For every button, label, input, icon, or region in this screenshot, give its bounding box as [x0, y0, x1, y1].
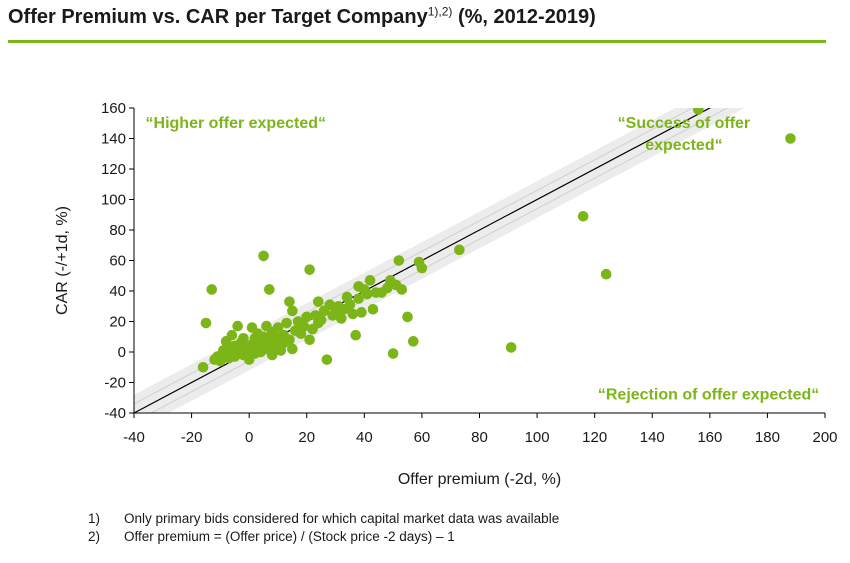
data-point	[393, 255, 405, 266]
data-point	[197, 361, 209, 373]
x-tick-label: 200	[812, 429, 837, 446]
data-point	[272, 322, 284, 333]
footnotes: 1) Only primary bids considered for whic…	[88, 510, 559, 546]
data-point	[505, 342, 517, 353]
y-tick-label: 120	[101, 161, 126, 178]
x-axis-label: Offer premium (-2d, %)	[398, 471, 561, 488]
title-underline	[8, 40, 826, 43]
data-point	[287, 305, 298, 317]
y-tick-label: 80	[109, 222, 126, 239]
data-point	[304, 334, 315, 346]
x-tick-label: 40	[356, 429, 373, 446]
data-point	[387, 348, 399, 359]
annotation-higher: “Higher offer expected“	[146, 115, 326, 132]
data-point	[281, 317, 292, 329]
data-point	[266, 349, 278, 361]
data-point	[301, 311, 313, 323]
data-point	[600, 268, 612, 280]
x-tick-label: 160	[697, 429, 722, 446]
annotation-line: “Higher offer expected“	[146, 115, 326, 132]
y-tick-label: 40	[109, 283, 126, 300]
annotation-success: “Success of offer expected“	[618, 115, 750, 154]
data-point	[238, 332, 249, 344]
data-point	[287, 343, 298, 355]
annotation-rejection: “Rejection of offer expected“	[598, 386, 819, 403]
data-point	[264, 284, 275, 295]
data-point	[356, 307, 367, 318]
band-guide-line	[150, 108, 729, 413]
data-point	[200, 317, 212, 329]
annotation-line: “Rejection of offer expected“	[598, 386, 819, 403]
annotation-line: expected“	[645, 137, 722, 154]
x-tick-label: -20	[181, 429, 203, 446]
y-tick-label: 140	[101, 131, 126, 148]
title-main: Offer Premium vs. CAR per Target Company	[8, 6, 428, 28]
title-footnote-ref: 1),2)	[427, 4, 453, 19]
data-point	[298, 320, 310, 332]
y-axis-label: CAR (-/+1d, %)	[54, 206, 71, 315]
y-tick-label: 60	[109, 253, 126, 270]
data-point	[312, 296, 324, 307]
data-point	[367, 304, 379, 315]
data-point	[336, 313, 347, 324]
y-tick-label: 100	[101, 192, 126, 209]
footnote-number: 2)	[88, 529, 101, 544]
y-tick-label: 20	[109, 314, 126, 331]
data-point	[407, 336, 419, 347]
x-tick-label: 120	[582, 429, 607, 446]
data-point	[693, 108, 704, 115]
y-tick-label: -40	[104, 405, 126, 422]
x-tick-label: 0	[245, 429, 253, 446]
data-point	[258, 250, 269, 262]
data-point	[304, 264, 315, 275]
annotation-line: “Success of offer	[618, 115, 750, 132]
x-tick-label: 80	[471, 429, 488, 446]
y-tick-label: -20	[104, 375, 126, 392]
footnote-2: 2) Offer premium = (Offer price) / (Stoc…	[88, 528, 559, 546]
data-point	[785, 133, 796, 144]
data-point	[206, 284, 218, 295]
data-point	[232, 320, 243, 332]
x-tick-label: -40	[123, 429, 145, 446]
data-point	[321, 354, 333, 365]
data-point	[454, 244, 465, 256]
footnote-text: Offer premium = (Offer price) / (Stock p…	[124, 529, 455, 544]
x-tick-label: 180	[755, 429, 780, 446]
data-point	[344, 299, 356, 311]
data-point	[361, 288, 373, 300]
footnote-number: 1)	[88, 511, 101, 526]
footnote-1: 1) Only primary bids considered for whic…	[88, 510, 559, 528]
reference-line	[134, 108, 712, 413]
page-title: Offer Premium vs. CAR per Target Company…	[8, 4, 596, 29]
y-tick-label: 0	[118, 344, 126, 361]
data-point	[324, 299, 336, 311]
plot-area	[134, 108, 796, 413]
data-point	[284, 296, 295, 307]
data-point	[396, 284, 408, 295]
data-point	[350, 329, 361, 341]
data-point	[577, 210, 589, 222]
data-point	[347, 308, 359, 320]
data-point	[402, 311, 413, 323]
x-tick-label: 60	[414, 429, 431, 446]
data-point	[226, 329, 238, 341]
band-guide-line	[134, 108, 694, 405]
footnote-text: Only primary bids considered for which c…	[124, 511, 560, 526]
scatter-chart: -40 -20 0 20 40 60 80 100 120 140 160 -40 -20 0 20 40 60…	[54, 100, 838, 488]
x-tick-label: 20	[298, 429, 315, 446]
x-tick-label: 140	[640, 429, 665, 446]
data-point	[284, 334, 295, 346]
title-suffix: (%, 2012-2019)	[452, 6, 596, 28]
data-point	[315, 314, 327, 326]
x-tick-label: 100	[525, 429, 550, 446]
data-point	[364, 275, 376, 286]
data-point	[416, 262, 428, 274]
data-point	[353, 293, 364, 304]
y-tick-label: 160	[101, 100, 126, 117]
